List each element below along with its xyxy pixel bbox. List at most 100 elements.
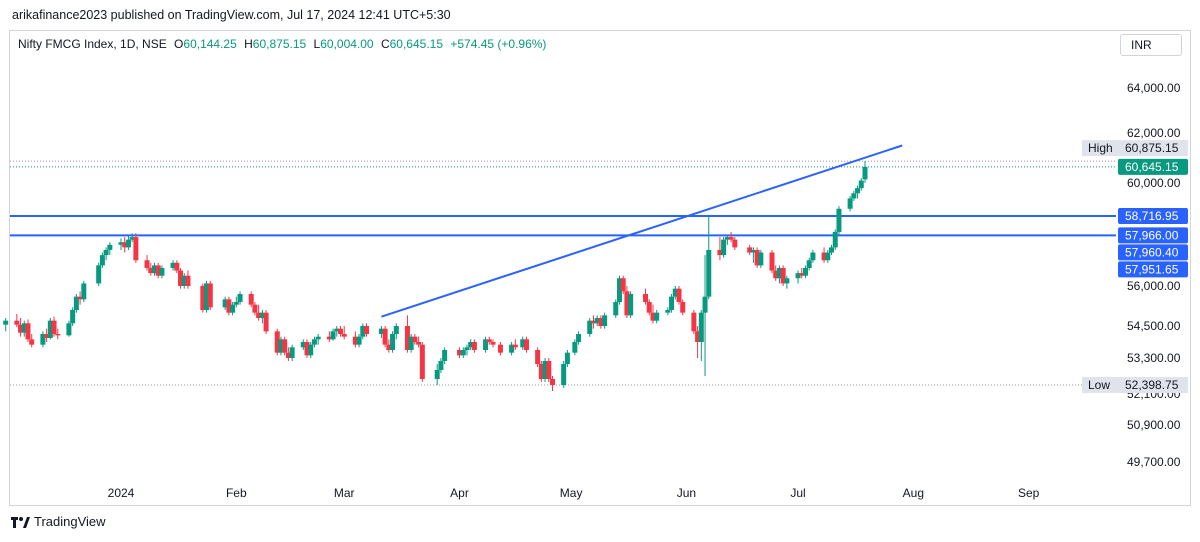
candle [691,310,697,334]
candle-body [170,262,176,268]
candle-body [151,265,157,274]
candle-body [416,342,422,345]
candle [248,291,254,308]
candle [47,318,53,340]
candle [29,334,35,348]
candle [386,339,392,353]
line-price-tag-2-bg [1118,227,1188,244]
candle-body [829,247,835,253]
candle [523,336,529,353]
candle [356,334,362,348]
candle [25,319,31,342]
candle-body [706,249,712,297]
candle [471,339,477,353]
candle [829,244,835,256]
candle-body [520,339,526,348]
candle-body [457,350,463,356]
candle-body [14,320,20,325]
candle [55,328,61,340]
low-label-value: 52,398.75 [1125,378,1179,392]
candle-body [326,336,332,340]
line-price-tag-2: 57,966.00 [1118,227,1188,244]
candle-body [676,288,682,302]
candle [747,244,753,256]
candle-body [598,318,604,326]
candle-body [754,249,760,266]
candle-body [352,336,358,345]
legend-open-label: O [174,37,184,51]
candle [520,336,526,350]
candle-body [259,312,265,318]
candle-body [133,237,139,261]
candle [378,326,384,338]
extra-price-tag-1: 57,960.40 [1118,244,1188,261]
candle [616,275,622,305]
candle [550,376,556,391]
extra-price-tag-2-text: 57,951.65 [1125,262,1179,276]
candle [784,275,790,289]
candle [99,252,105,268]
candle-body [769,252,775,271]
time-tick-label: Feb [226,486,247,500]
trendline-layer [381,144,903,318]
candle-body [564,352,570,364]
candle-body [523,339,529,350]
candle [300,339,306,350]
candle [151,262,157,276]
candle [795,270,801,284]
legend-symbol[interactable]: Nifty FMCG Index, 1D, NSE [18,37,167,51]
candle [698,310,704,361]
candle-body [207,283,213,308]
candle-body [646,302,652,313]
candle [587,318,593,337]
candle [364,323,370,337]
candle-body [230,304,236,313]
candle [14,314,20,328]
candle-body [795,273,801,279]
candle-body [780,267,786,284]
candle [315,334,321,345]
candle-body [256,312,262,318]
candle [226,296,232,316]
candle [858,178,864,191]
candle-body [691,312,697,332]
candle-body [672,288,678,297]
candle [620,275,626,294]
candle-body [806,260,812,268]
candle-body [561,364,567,385]
candle-body [665,310,671,313]
price-tick-label: 50,900.00 [1127,418,1181,432]
candle-body [419,344,425,379]
extra-price-tag-2: 57,951.65 [1118,261,1188,278]
candle-body [590,320,596,324]
candle [732,237,738,250]
candle-body [576,334,582,342]
candle [750,247,756,263]
tradingview-footer[interactable]: TradingView [10,514,106,529]
candle-body [315,336,321,340]
currency-button[interactable]: INR [1120,34,1182,56]
candle [237,291,243,305]
extra-price-tag-1-bg [1118,244,1188,261]
candle-body [758,252,764,266]
candle [654,310,660,324]
line-price-tag-1: 58,716.95 [1118,208,1188,225]
candle-body [226,299,232,313]
candle [122,237,128,253]
candle-body [364,326,370,334]
candle-body [304,342,310,356]
candle-body [300,342,306,348]
candle [769,249,775,274]
candle-body [732,239,738,248]
candle [129,233,135,243]
grid-layer [10,160,1116,386]
candle [776,265,782,284]
high-label-value: 60,875.15 [1125,141,1179,155]
price-tick-label: 54,500.00 [1127,319,1181,333]
candle [546,358,552,382]
candle-body [550,379,556,385]
candle-body [356,336,362,345]
candle-body [159,267,165,276]
extra-price-tag-1-text: 57,960.40 [1125,245,1179,259]
